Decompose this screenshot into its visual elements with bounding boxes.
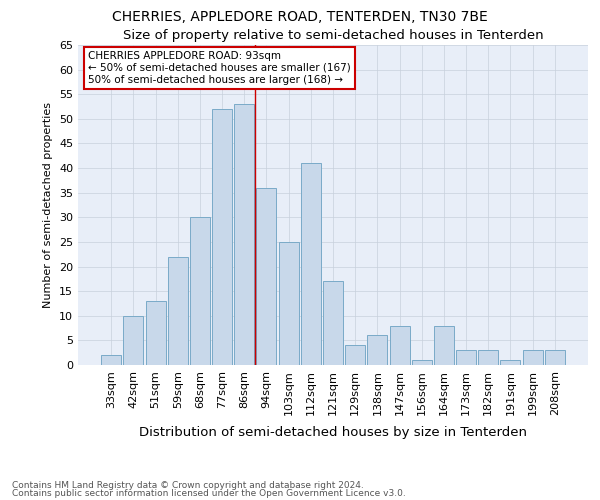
Bar — [301, 163, 321, 365]
Bar — [278, 242, 299, 365]
X-axis label: Distribution of semi-detached houses by size in Tenterden: Distribution of semi-detached houses by … — [139, 426, 527, 439]
Text: CHERRIES, APPLEDORE ROAD, TENTERDEN, TN30 7BE: CHERRIES, APPLEDORE ROAD, TENTERDEN, TN3… — [112, 10, 488, 24]
Bar — [101, 355, 121, 365]
Bar — [234, 104, 254, 365]
Bar — [523, 350, 542, 365]
Bar — [545, 350, 565, 365]
Bar — [345, 346, 365, 365]
Bar — [412, 360, 432, 365]
Title: Size of property relative to semi-detached houses in Tenterden: Size of property relative to semi-detach… — [122, 30, 544, 43]
Text: CHERRIES APPLEDORE ROAD: 93sqm
← 50% of semi-detached houses are smaller (167)
5: CHERRIES APPLEDORE ROAD: 93sqm ← 50% of … — [88, 52, 351, 84]
Bar — [367, 336, 388, 365]
Bar — [212, 109, 232, 365]
Bar — [389, 326, 410, 365]
Bar — [434, 326, 454, 365]
Text: Contains HM Land Registry data © Crown copyright and database right 2024.: Contains HM Land Registry data © Crown c… — [12, 481, 364, 490]
Bar — [256, 188, 277, 365]
Text: Contains public sector information licensed under the Open Government Licence v3: Contains public sector information licen… — [12, 488, 406, 498]
Bar — [146, 301, 166, 365]
Bar — [323, 282, 343, 365]
Y-axis label: Number of semi-detached properties: Number of semi-detached properties — [43, 102, 53, 308]
Bar — [168, 256, 188, 365]
Bar — [190, 218, 210, 365]
Bar — [500, 360, 520, 365]
Bar — [456, 350, 476, 365]
Bar — [478, 350, 498, 365]
Bar — [124, 316, 143, 365]
